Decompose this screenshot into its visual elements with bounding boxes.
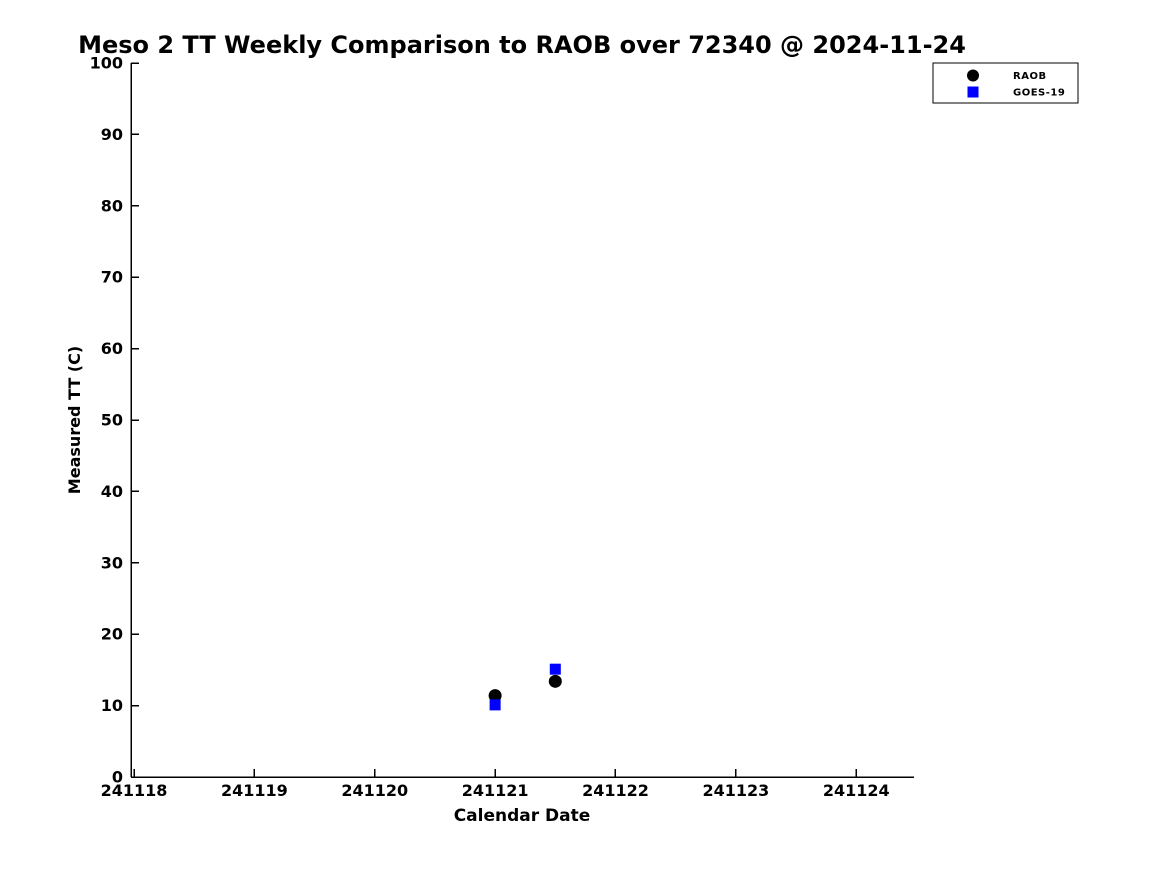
y-tick-label: 70: [101, 268, 123, 287]
legend-marker-square: [967, 86, 979, 98]
x-axis-ticks: 241118 241119 241120 241121 241122 241123 2411…: [101, 769, 890, 800]
y-tick-label: 60: [101, 339, 123, 358]
chart-title: Meso 2 TT Weekly Comparison to RAOB over…: [78, 31, 966, 59]
data-points: [488, 663, 562, 711]
y-tick-label: 100: [90, 54, 123, 73]
y-tick-label: 80: [101, 196, 123, 215]
legend-label: RAOB: [1013, 71, 1047, 82]
y-tick-label: 20: [101, 625, 123, 644]
legend-marker-circle: [967, 69, 979, 82]
y-tick-label: 40: [101, 482, 123, 501]
y-tick-label: 10: [101, 696, 123, 715]
x-axis-label: Calendar Date: [454, 806, 591, 826]
axes: [130, 63, 914, 778]
legend: RAOB GOES-19: [932, 62, 1079, 104]
x-tick-label: 241120: [341, 781, 408, 800]
y-axis-ticks: 0 10 20 30 40 50 60 70 80 90 100: [90, 54, 139, 787]
x-tick-label: 241124: [823, 781, 890, 800]
y-axis-label: Measured TT (C): [65, 346, 84, 494]
y-tick-label: 30: [101, 553, 123, 572]
x-tick-label: 241121: [462, 781, 529, 800]
x-tick-label: 241119: [221, 781, 288, 800]
y-tick-label: 50: [101, 411, 123, 430]
x-tick-label: 241123: [702, 781, 769, 800]
data-point-goes-19: [489, 699, 501, 711]
y-tick-label: 90: [101, 125, 123, 144]
legend-box: [932, 62, 1079, 104]
legend-label: GOES-19: [1013, 88, 1065, 99]
data-point-raob: [488, 689, 502, 703]
data-point-goes-19: [549, 663, 561, 675]
y-tick-label: 0: [112, 768, 123, 787]
x-tick-label: 241122: [582, 781, 649, 800]
data-point-raob: [548, 674, 562, 688]
x-tick-label: 241118: [101, 781, 168, 800]
